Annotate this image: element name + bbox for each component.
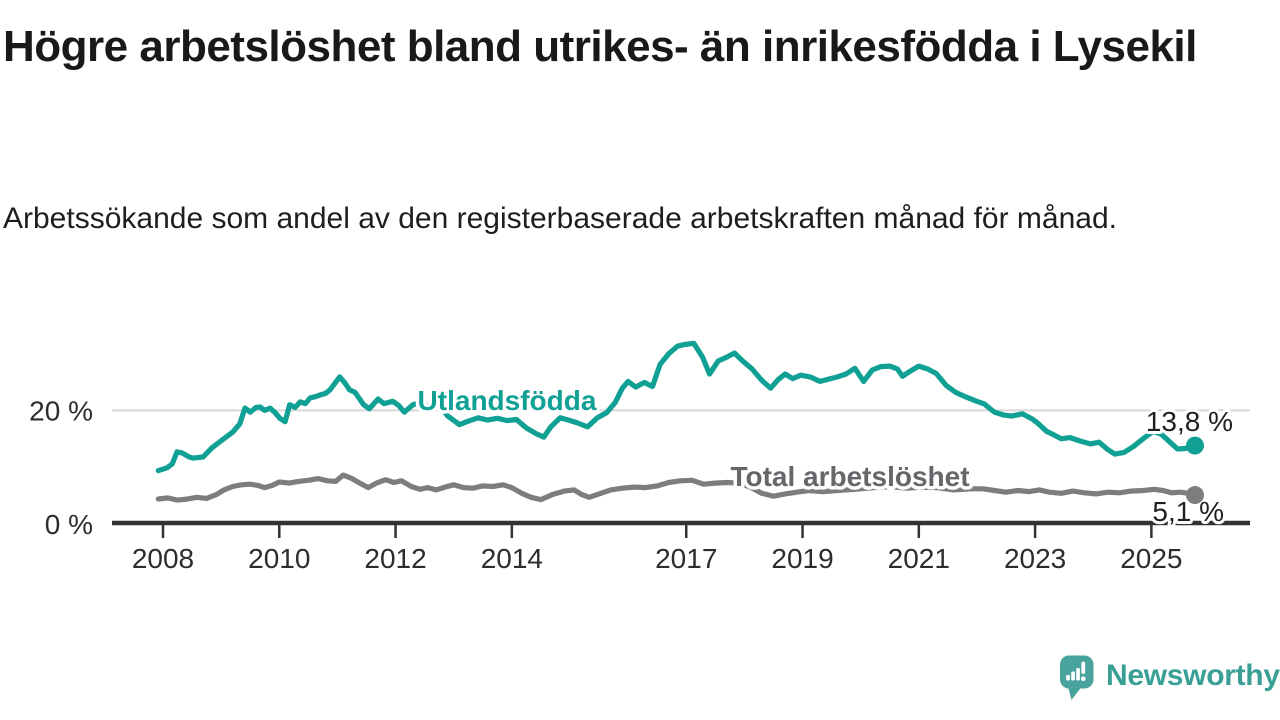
x-tick-label-2019: 2019 [771, 543, 833, 574]
newsworthy-logo: Newsworthy [1060, 655, 1280, 700]
speech-bubble-bar-chart-icon [1060, 655, 1094, 700]
y-tick-label-0: 0 % [45, 509, 93, 540]
end-value-label-utlandsfodda: 13,8 % [1146, 406, 1233, 437]
x-tick-label-2025: 2025 [1120, 543, 1182, 574]
series-endpoint-utlandsfodda [1185, 436, 1204, 455]
x-tick-label-2023: 2023 [1004, 543, 1066, 574]
series-endpoint-dots [1185, 436, 1204, 505]
x-tick-label-2008: 2008 [132, 543, 194, 574]
x-tick-label-2021: 2021 [888, 543, 950, 574]
chart-title: Högre arbetslöshet bland utrikes- än inr… [3, 22, 1197, 71]
series-label-utlandsfodda: Utlandsfödda [418, 385, 597, 416]
chart-plot-area: 0 % 20 % 2008 2010 2012 2014 2017 2019 2021 2023 2… [29, 340, 1250, 574]
x-tick-label-2012: 2012 [364, 543, 426, 574]
chart-subtitle: Arbetssökande som andel av den registerb… [3, 202, 1117, 235]
y-tick-label-20: 20 % [29, 395, 93, 426]
x-tick-label-2017: 2017 [655, 543, 717, 574]
series-endpoint-total-arbetsloshet [1185, 486, 1204, 505]
series-line-utlandsfodda [155, 340, 1198, 474]
series-line-total-arbetsloshet [155, 472, 1198, 503]
x-tick-label-2010: 2010 [248, 543, 310, 574]
newsworthy-logo-text: Newsworthy [1106, 659, 1280, 692]
x-tick-label-2014: 2014 [481, 543, 543, 574]
series-label-total-arbetsloshet: Total arbetslöshet [730, 461, 969, 492]
